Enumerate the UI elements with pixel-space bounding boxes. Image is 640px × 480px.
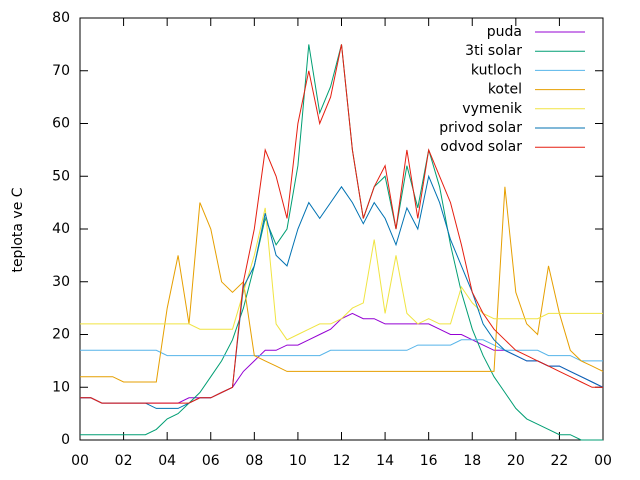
y-tick-label: 0: [61, 432, 70, 448]
series-line: [80, 207, 603, 341]
y-tick-label: 70: [52, 63, 70, 79]
y-tick-label: 30: [52, 274, 70, 290]
legend-label: kutloch: [471, 62, 522, 78]
legend-label: odvod solar: [440, 139, 522, 155]
x-tick-label: 00: [594, 453, 612, 469]
legend-label: kotel: [488, 82, 522, 98]
y-tick-label: 50: [52, 168, 70, 184]
series-line: [80, 44, 603, 404]
series-line: [80, 44, 603, 441]
y-tick-label: 40: [52, 221, 70, 237]
plot-border: [79, 17, 604, 441]
series-line: [80, 174, 604, 409]
x-tick-label: 18: [463, 453, 481, 469]
x-tick-label: 04: [158, 453, 176, 469]
y-axis-label: teplota ve C: [10, 187, 26, 272]
series-line: [80, 339, 603, 362]
x-tick-label: 00: [71, 453, 89, 469]
x-tick-label: 16: [420, 453, 438, 469]
x-tick-label: 02: [115, 453, 133, 469]
x-tick-label: 20: [507, 453, 525, 469]
y-tick-label: 10: [52, 379, 70, 395]
legend-label: puda: [487, 24, 522, 40]
legend-label: privod solar: [439, 120, 522, 136]
y-tick-label: 20: [52, 327, 70, 343]
series-line: [80, 186, 604, 383]
x-tick-label: 10: [289, 453, 307, 469]
x-tick-label: 22: [551, 453, 569, 469]
y-tick-label: 60: [52, 116, 70, 132]
series-line: [80, 312, 604, 404]
legend-label: vymenik: [462, 101, 523, 117]
legend-label: 3ti solar: [465, 43, 522, 59]
y-tick-label: 80: [52, 10, 70, 26]
x-tick-label: 06: [202, 453, 220, 469]
x-tick-label: 12: [333, 453, 351, 469]
x-tick-label: 08: [245, 453, 263, 469]
x-tick-label: 14: [376, 453, 394, 469]
